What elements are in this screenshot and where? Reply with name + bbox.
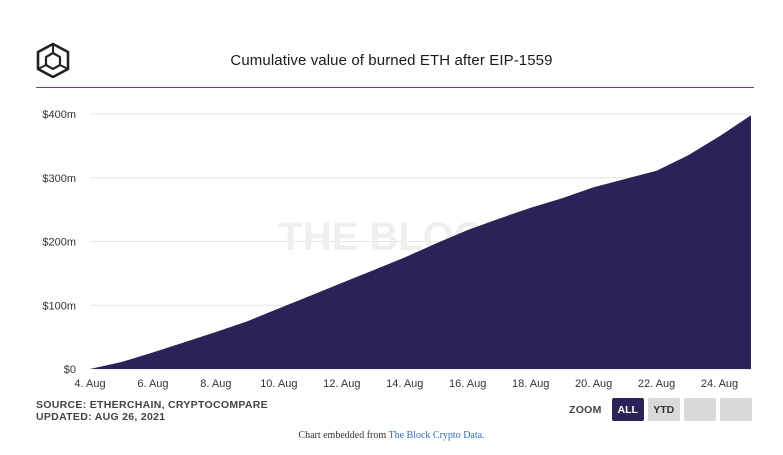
y-tick-label: $300m (42, 173, 76, 185)
embed-link[interactable]: The Block Crypto Data. (388, 430, 485, 441)
zoom-button-3[interactable] (683, 398, 716, 421)
zoom-ytd-button[interactable]: YTD (647, 398, 680, 421)
x-tick-label: 14. Aug (386, 378, 423, 390)
embed-note: Chart embedded from The Block Crypto Dat… (0, 430, 783, 441)
source-info: SOURCE: ETHERCHAIN, CRYPTOCOMPARE UPDATE… (36, 399, 268, 423)
x-tick-label: 8. Aug (200, 378, 231, 390)
x-tick-label: 4. Aug (74, 378, 105, 390)
y-tick-label: $200m (42, 237, 76, 249)
x-tick-label: 10. Aug (260, 378, 297, 390)
y-tick-label: $100m (42, 300, 76, 312)
x-tick-label: 22. Aug (638, 378, 675, 390)
y-tick-label: $0 (64, 364, 76, 376)
area-series (90, 115, 751, 369)
embed-prefix: Chart embedded from (298, 430, 387, 441)
area-chart: THE BLOCK $0$100m$200m$300m$400m 4. Aug 6… (42, 109, 751, 390)
x-tick-label: 24. Aug (701, 378, 738, 390)
x-tick-label: 20. Aug (575, 378, 612, 390)
x-tick-label: 12. Aug (323, 378, 360, 390)
zoom-all-button[interactable]: ALL (611, 398, 644, 421)
source-text: SOURCE: ETHERCHAIN, CRYPTOCOMPARE (36, 399, 268, 411)
zoom-controls: ZOOM ALL YTD (569, 398, 752, 421)
updated-text: UPDATED: AUG 26, 2021 (36, 411, 166, 423)
x-tick-label: 16. Aug (449, 378, 486, 390)
zoom-button-4[interactable] (719, 398, 752, 421)
title-divider (36, 87, 754, 88)
the-block-logo-icon (36, 42, 70, 78)
zoom-label: ZOOM (569, 403, 602, 416)
x-tick-label: 6. Aug (137, 378, 168, 390)
chart-title: Cumulative value of burned ETH after EIP… (230, 52, 553, 69)
y-tick-label: $400m (42, 109, 76, 121)
x-tick-label: 18. Aug (512, 378, 549, 390)
